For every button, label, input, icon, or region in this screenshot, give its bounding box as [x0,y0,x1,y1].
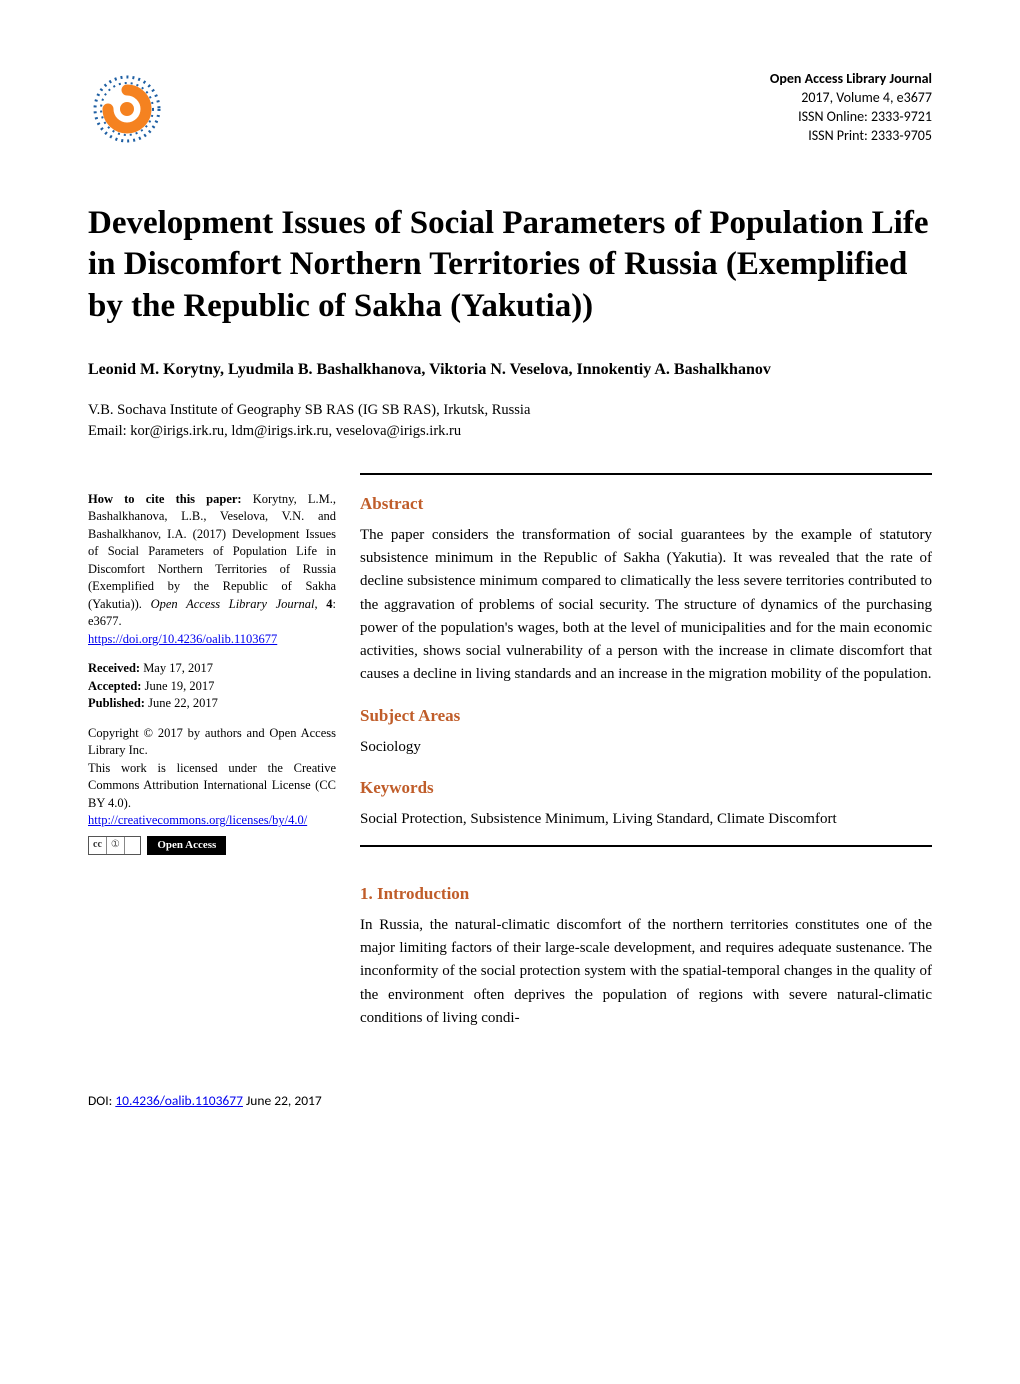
affiliation-email: Email: kor@irigs.irk.ru, ldm@irigs.irk.r… [88,421,932,441]
cite-journal-italic: Open Access Library Journal [151,597,315,611]
copyright-block: Copyright © 2017 by authors and Open Acc… [88,725,336,830]
abstract-heading: Abstract [360,493,932,516]
by-symbol: ① [107,837,125,854]
footer-doi-link[interactable]: 10.4236/oalib.1103677 [115,1092,243,1109]
published-label: Published: [88,696,145,710]
journal-issn-print: ISSN Print: 2333-9705 [770,127,932,146]
keywords-text: Social Protection, Subsistence Minimum, … [360,808,932,831]
two-column-layout: How to cite this paper: Korytny, L.M., B… [88,473,932,1030]
how-to-cite: How to cite this paper: Korytny, L.M., B… [88,491,336,649]
open-access-badge: Open Access [147,836,226,855]
cc-license-link[interactable]: http://creativecommons.org/licenses/by/4… [88,813,307,827]
received-label: Received: [88,661,140,675]
doi-label: DOI: [88,1092,115,1109]
affiliation-institute: V.B. Sochava Institute of Geography SB R… [88,400,932,420]
subject-areas-text: Sociology [360,736,932,759]
keywords-rule [360,845,932,847]
journal-logo-icon [88,70,166,148]
copyright-line-1: Copyright © 2017 by authors and Open Acc… [88,725,336,760]
intro-heading: 1. Introduction [360,883,932,906]
header-row: Open Access Library Journal 2017, Volume… [88,70,932,148]
footer-date: June 22, 2017 [243,1092,322,1109]
dates-block: Received: May 17, 2017 Accepted: June 19… [88,660,336,713]
copyright-line-2: This work is licensed under the Creative… [88,760,336,813]
cite-heading: How to cite this paper: [88,492,242,506]
cite-body-1: Korytny, L.M., Bashalkhanova, L.B., Vese… [88,492,336,611]
cc-by-badge-icon: cc ① [88,836,141,855]
accepted-label: Accepted: [88,679,141,693]
page-footer: DOI: 10.4236/oalib.1103677 June 22, 2017 [88,1092,932,1110]
sidebar: How to cite this paper: Korytny, L.M., B… [88,473,336,1030]
published-date: June 22, 2017 [145,696,218,710]
accepted-date: June 19, 2017 [141,679,214,693]
intro-text: In Russia, the natural-climatic discomfo… [360,914,932,1030]
cc-symbol: cc [89,837,107,854]
journal-info: Open Access Library Journal 2017, Volume… [770,70,932,146]
cc-badge-spacer [125,837,141,854]
cite-doi-link[interactable]: https://doi.org/10.4236/oalib.1103677 [88,632,277,646]
keywords-heading: Keywords [360,777,932,800]
abstract-text: The paper considers the transformation o… [360,524,932,687]
main-content: Abstract The paper considers the transfo… [360,473,932,1030]
authors: Leonid M. Korytny, Lyudmila B. Bashalkha… [88,359,932,381]
journal-issn-online: ISSN Online: 2333-9721 [770,108,932,127]
article-title: Development Issues of Social Parameters … [88,203,932,327]
affiliation: V.B. Sochava Institute of Geography SB R… [88,400,932,441]
license-badges: cc ① Open Access [88,836,336,855]
journal-volume: 2017, Volume 4, e3677 [770,89,932,108]
journal-name: Open Access Library Journal [770,70,932,89]
received-date: May 17, 2017 [140,661,213,675]
subject-areas-heading: Subject Areas [360,705,932,728]
